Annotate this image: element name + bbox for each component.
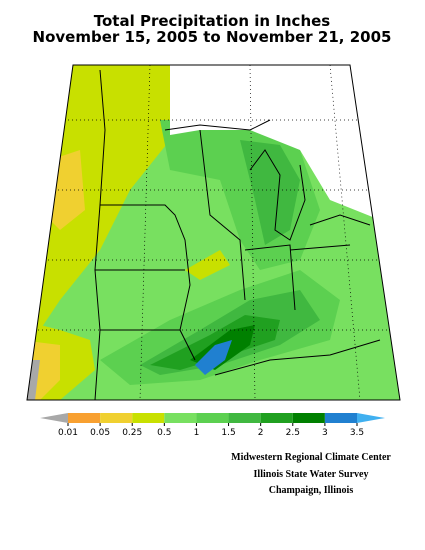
legend-swatch bbox=[228, 413, 261, 423]
legend-label: 0.01 bbox=[58, 428, 78, 438]
legend-label: 3 bbox=[322, 428, 328, 438]
title-line: November 15, 2005 to November 21, 2005 bbox=[33, 28, 392, 46]
precip-area bbox=[185, 250, 230, 280]
precip-area bbox=[240, 140, 300, 245]
legend-swatch bbox=[164, 413, 197, 423]
legend-label: 0.05 bbox=[90, 428, 110, 438]
precip-area bbox=[195, 340, 232, 375]
legend: 0.01 0.05 0.25 0.5 1 1.5 2 2.5 3 3.5 bbox=[40, 413, 385, 438]
legend-label: 2 bbox=[258, 428, 264, 438]
legend-swatch bbox=[196, 413, 229, 423]
legend-swatch bbox=[260, 413, 293, 423]
legend-label: 1 bbox=[194, 428, 200, 438]
map-frame bbox=[26, 64, 401, 401]
credit-line: Illinois State Water Survey bbox=[254, 469, 369, 480]
map bbox=[27, 65, 400, 400]
legend-swatch bbox=[132, 413, 165, 423]
title-line: Total Precipitation in Inches bbox=[94, 12, 331, 30]
legend-label: 0.25 bbox=[122, 428, 142, 438]
legend-label: 1.5 bbox=[221, 428, 235, 438]
credit-line: Champaign, Illinois bbox=[269, 485, 354, 496]
graticule bbox=[30, 65, 400, 400]
legend-swatch bbox=[324, 413, 357, 423]
legend-label: 3.5 bbox=[350, 428, 364, 438]
no-data bbox=[170, 65, 380, 220]
legend-swatch bbox=[292, 413, 325, 423]
legend-label: 2.5 bbox=[286, 428, 300, 438]
legend-swatch bbox=[100, 413, 133, 423]
legend-label: 0.5 bbox=[157, 428, 171, 438]
credit-line: Midwestern Regional Climate Center bbox=[231, 452, 391, 463]
legend-swatch bbox=[68, 413, 101, 423]
legend-swatch bbox=[40, 413, 68, 423]
legend-swatch bbox=[357, 413, 385, 423]
